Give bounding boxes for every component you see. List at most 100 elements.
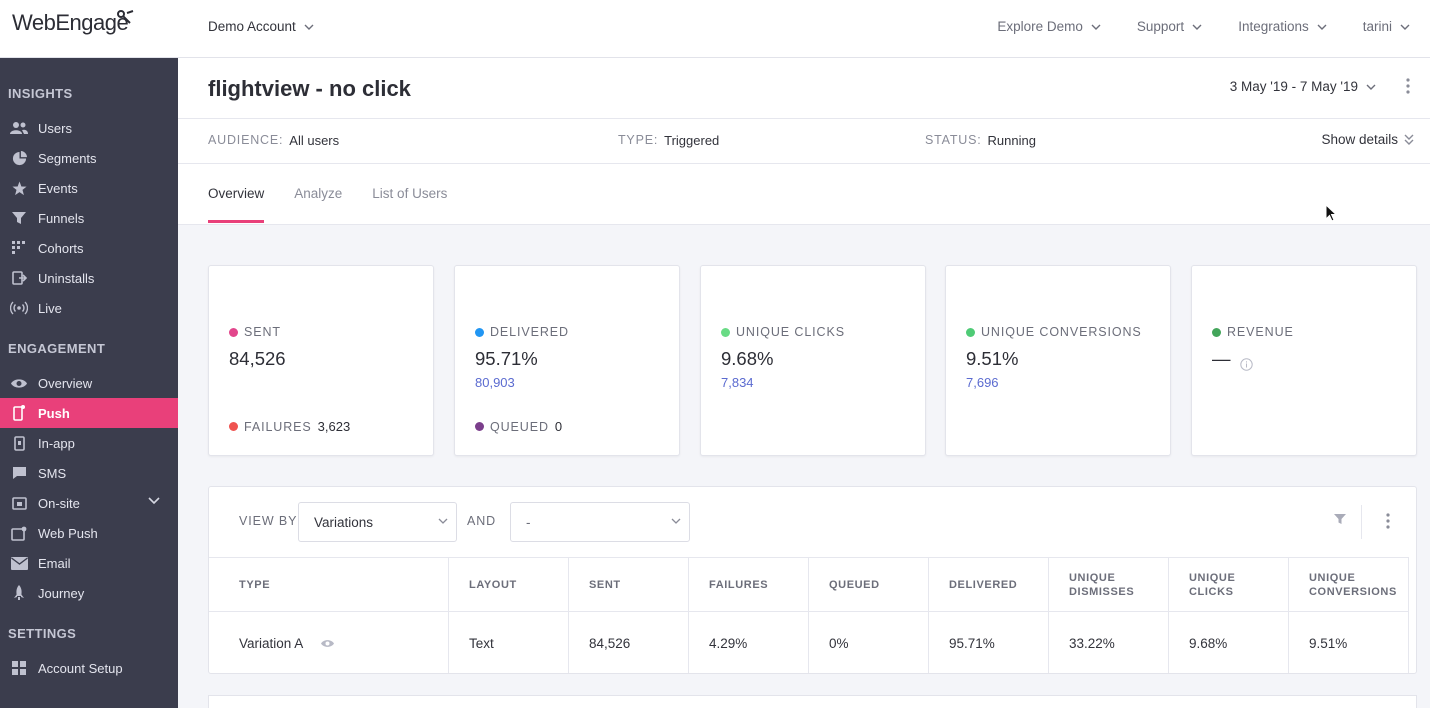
- chevron-down-icon: [1366, 84, 1376, 90]
- sidebar-item-label: SMS: [38, 465, 67, 481]
- sidebar-item-label: In-app: [38, 435, 75, 451]
- cell-unique-dismisses: 33.22%: [1049, 612, 1169, 673]
- show-details-toggle[interactable]: Show details: [1321, 132, 1414, 147]
- sidebar-item-on-site[interactable]: On-site: [0, 488, 178, 518]
- sidebar-item-label: Segments: [38, 150, 97, 166]
- eye-icon: [9, 375, 29, 391]
- view-by-value: Variations: [314, 515, 374, 530]
- column-header[interactable]: QUEUED: [809, 558, 929, 611]
- variations-table-card: VIEW BY Variations AND - TYPE LAYOUT SEN…: [208, 486, 1417, 674]
- stat-label-text: UNIQUE CLICKS: [736, 325, 845, 339]
- stat-label: UNIQUE CONVERSIONS: [966, 325, 1142, 339]
- stat-label: DELIVERED: [475, 325, 569, 339]
- sidebar-item-sms[interactable]: SMS: [0, 458, 178, 488]
- cell-unique-conversions: 9.51%: [1289, 612, 1409, 673]
- cell-sent: 84,526: [569, 612, 689, 673]
- column-header[interactable]: SENT: [569, 558, 689, 611]
- cell-layout: Text: [449, 612, 569, 673]
- stat-label: REVENUE: [1212, 325, 1294, 339]
- tab-analyze[interactable]: Analyze: [294, 186, 343, 201]
- account-switcher[interactable]: Demo Account: [208, 19, 314, 34]
- stat-sub-value[interactable]: 80,903: [475, 375, 515, 390]
- sidebar-item-journey[interactable]: Journey: [0, 578, 178, 608]
- account-name: Demo Account: [208, 19, 296, 34]
- stat-card-unique-clicks: UNIQUE CLICKS 9.68% 7,834: [700, 265, 926, 456]
- sidebar-item-account-setup[interactable]: Account Setup: [0, 653, 178, 683]
- status-key: STATUS:: [925, 133, 982, 147]
- stat-label-text: UNIQUE CONVERSIONS: [981, 325, 1142, 339]
- column-header[interactable]: DELIVERED: [929, 558, 1049, 611]
- sidebar-item-live[interactable]: Live: [0, 293, 178, 323]
- main-content: flightview - no click 3 May '19 - 7 May …: [178, 58, 1430, 708]
- webengage-logo[interactable]: WebEngage: [12, 10, 134, 36]
- sidebar-item-label: Cohorts: [38, 240, 84, 256]
- and-label: AND: [467, 514, 497, 528]
- chevron-down-icon: [1192, 24, 1202, 30]
- divider: [178, 224, 1430, 225]
- more-options-icon[interactable]: [1386, 513, 1390, 529]
- chevron-down-icon: [1091, 24, 1101, 30]
- sidebar-item-funnels[interactable]: Funnels: [0, 203, 178, 233]
- envelope-icon: [9, 555, 29, 571]
- integrations-menu[interactable]: Integrations: [1238, 19, 1327, 34]
- column-header[interactable]: LAYOUT: [449, 558, 569, 611]
- explore-demo-menu[interactable]: Explore Demo: [997, 19, 1101, 34]
- support-menu[interactable]: Support: [1137, 19, 1202, 34]
- sidebar-item-segments[interactable]: Segments: [0, 143, 178, 173]
- audience-value: All users: [289, 133, 340, 148]
- sidebar-item-cohorts[interactable]: Cohorts: [0, 233, 178, 263]
- stat-sub-value[interactable]: 7,834: [721, 375, 754, 390]
- divider: [178, 163, 1430, 164]
- page-title: flightview - no click: [208, 76, 411, 101]
- cell-failures: 4.29%: [689, 612, 809, 673]
- sidebar-item-events[interactable]: Events: [0, 173, 178, 203]
- sidebar-item-label: On-site: [38, 495, 80, 511]
- chevron-down-icon: [671, 518, 681, 524]
- status-value: Running: [987, 133, 1036, 148]
- secondary-view-select[interactable]: -: [510, 502, 690, 542]
- user-menu[interactable]: tarini: [1363, 19, 1410, 34]
- sidebar-item-push[interactable]: Push: [0, 398, 178, 428]
- stat-card-unique-conversions: UNIQUE CONVERSIONS 9.51% 7,696: [945, 265, 1171, 456]
- sidebar-item-uninstalls[interactable]: Uninstalls: [0, 263, 178, 293]
- stat-label-text: DELIVERED: [490, 325, 569, 339]
- delivered-dot-icon: [475, 327, 484, 337]
- tab-list-of-users[interactable]: List of Users: [372, 186, 448, 201]
- tab-overview[interactable]: Overview: [208, 186, 265, 223]
- more-options-icon[interactable]: [1406, 78, 1410, 94]
- stat-footer: QUEUED 0: [475, 419, 562, 434]
- sidebar-item-web-push[interactable]: Web Push: [0, 518, 178, 548]
- sidebar-item-users[interactable]: Users: [0, 113, 178, 143]
- sidebar-item-in-app[interactable]: In-app: [0, 428, 178, 458]
- column-header[interactable]: TYPE: [209, 558, 449, 611]
- sidebar-item-overview[interactable]: Overview: [0, 368, 178, 398]
- stat-label-text: REVENUE: [1227, 325, 1294, 339]
- type-key: TYPE:: [618, 133, 659, 147]
- filter-icon[interactable]: [1334, 514, 1346, 525]
- sidebar: INSIGHTS Users Segments Events Funnels C…: [0, 58, 178, 708]
- chevron-down-icon: [1317, 24, 1327, 30]
- funnel-icon: [9, 210, 29, 226]
- eye-icon[interactable]: [321, 639, 335, 648]
- double-chevron-down-icon: [1404, 134, 1414, 145]
- column-header[interactable]: FAILURES: [689, 558, 809, 611]
- sidebar-section-engagement: ENGAGEMENT: [8, 341, 106, 356]
- logo-mark-icon: [117, 10, 134, 24]
- column-header[interactable]: UNIQUE CLICKS: [1169, 558, 1289, 611]
- stat-sub-value[interactable]: 7,696: [966, 375, 999, 390]
- sidebar-item-label: Overview: [38, 375, 93, 391]
- date-range-picker[interactable]: 3 May '19 - 7 May '19: [1230, 79, 1376, 94]
- footer-label: QUEUED: [490, 419, 549, 434]
- column-header[interactable]: UNIQUE CONVERSIONS: [1289, 558, 1409, 611]
- mouse-cursor-icon: [1325, 204, 1337, 222]
- sidebar-item-email[interactable]: Email: [0, 548, 178, 578]
- audience-key: AUDIENCE:: [208, 133, 284, 147]
- stat-value: 84,526: [229, 348, 286, 369]
- chevron-down-icon[interactable]: [148, 497, 160, 505]
- column-header[interactable]: UNIQUE DISMISSES: [1049, 558, 1169, 611]
- cell-delivered: 95.71%: [929, 612, 1049, 673]
- sent-dot-icon: [229, 327, 238, 337]
- info-icon[interactable]: [1240, 358, 1253, 371]
- view-by-select[interactable]: Variations: [298, 502, 457, 542]
- sidebar-item-label: Users: [38, 120, 72, 136]
